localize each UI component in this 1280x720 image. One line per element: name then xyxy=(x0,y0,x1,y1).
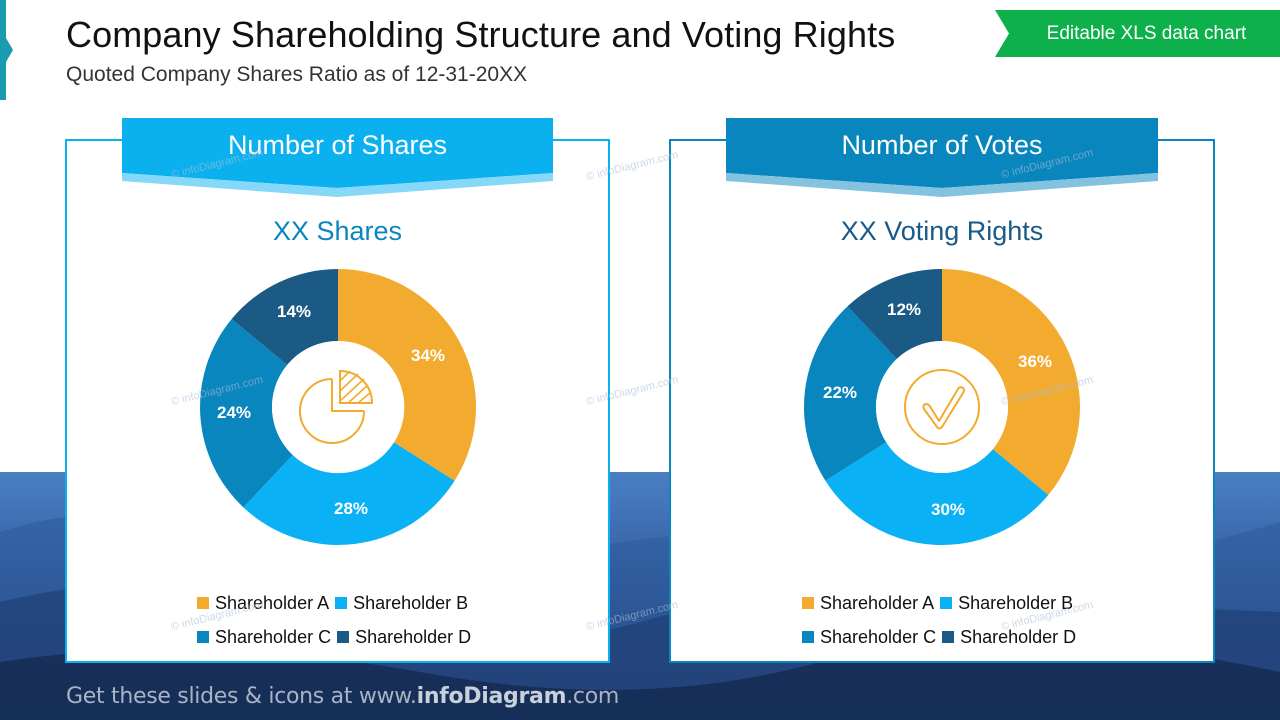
label-shareholder-a: 34% xyxy=(410,346,446,365)
votes-chart-title: XX Voting Rights xyxy=(840,216,1044,246)
legend-item-c: Shareholder C xyxy=(802,627,936,648)
slice-shareholder-d xyxy=(847,269,942,359)
shares-ribbon-label: Number of Shares xyxy=(227,130,448,160)
swatch-d xyxy=(942,631,955,643)
label-shareholder-b: 28% xyxy=(333,499,369,518)
legend-item-a: Shareholder A xyxy=(802,593,934,614)
swatch-b xyxy=(940,597,953,609)
legend-item-b: Shareholder B xyxy=(940,593,1073,614)
legend-item-a: Shareholder A xyxy=(197,593,329,614)
slice-shareholder-c xyxy=(200,319,293,508)
label-shareholder-c: 24% xyxy=(216,403,252,422)
legend-item-d: Shareholder D xyxy=(942,627,1076,648)
votes-legend: Shareholder A Shareholder B Shareholder … xyxy=(802,586,1102,654)
shares-chart-title: XX Shares xyxy=(272,216,403,246)
editable-xls-badge[interactable]: Editable XLS data chart xyxy=(995,10,1280,57)
pie-chart-icon xyxy=(299,369,374,444)
left-accent-notch xyxy=(6,38,13,62)
slice-shareholder-a xyxy=(338,269,476,481)
votes-ribbon: Number of Votes xyxy=(726,118,1158,200)
slice-shareholder-d xyxy=(231,269,338,365)
legend-item-c: Shareholder C xyxy=(197,627,331,648)
slice-shareholder-a xyxy=(942,269,1080,495)
legend-item-b: Shareholder B xyxy=(335,593,468,614)
label-shareholder-d: 12% xyxy=(886,300,922,319)
swatch-a xyxy=(197,597,209,609)
votes-donut-chart: 36% 30% 22% 12% xyxy=(802,267,1082,547)
label-shareholder-b: 30% xyxy=(930,500,966,519)
slice-shareholder-c xyxy=(803,306,897,481)
swatch-c xyxy=(197,631,209,643)
page-subtitle: Quoted Company Shares Ratio as of 12-31-… xyxy=(66,63,528,86)
label-shareholder-d: 14% xyxy=(276,302,312,321)
page-title: Company Shareholding Structure and Votin… xyxy=(66,14,896,55)
label-shareholder-c: 22% xyxy=(822,383,858,402)
footer-promo[interactable]: Get these slides & icons at www.infoDiag… xyxy=(66,684,619,709)
shares-legend: Shareholder A Shareholder B Shareholder … xyxy=(197,586,497,654)
swatch-d xyxy=(337,631,350,643)
slice-shareholder-b xyxy=(825,442,1049,545)
checkmark-circle-icon xyxy=(904,369,980,445)
shares-ribbon: Number of Shares xyxy=(122,118,553,200)
footer-brand: infoDiagram xyxy=(416,684,567,709)
legend-item-d: Shareholder D xyxy=(337,627,471,648)
swatch-b xyxy=(335,597,348,609)
swatch-c xyxy=(802,631,814,643)
slice-shareholder-b xyxy=(243,442,455,545)
left-accent-bar xyxy=(0,0,6,100)
swatch-a xyxy=(802,597,814,609)
label-shareholder-a: 36% xyxy=(1017,352,1053,371)
shares-donut-chart: 34% 28% 24% 14% xyxy=(198,267,478,547)
votes-ribbon-label: Number of Votes xyxy=(841,130,1043,160)
